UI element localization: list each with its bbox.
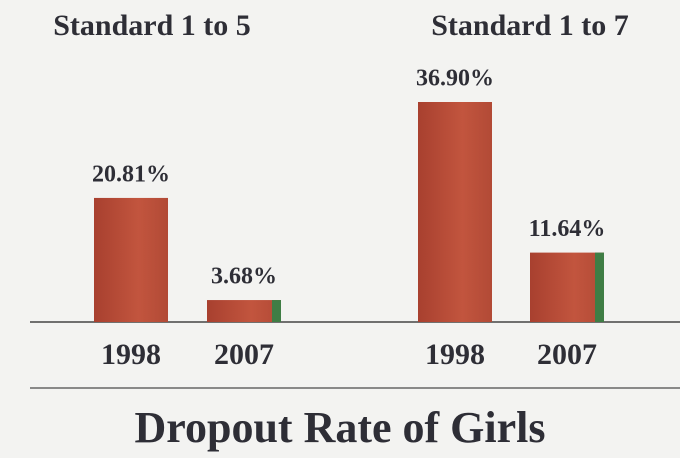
value-label: 36.90% (416, 66, 494, 92)
x-tick-label: 2007 (214, 338, 274, 371)
bar-edge (595, 252, 604, 322)
x-tick-label: 1998 (101, 338, 161, 371)
bar (530, 252, 604, 322)
x-tick-label: 2007 (537, 338, 597, 371)
panel-title: Standard 1 to 7 (431, 9, 629, 42)
value-label: 20.81% (92, 161, 170, 187)
bar (94, 197, 168, 322)
panel-title: Standard 1 to 5 (53, 9, 251, 42)
bar (418, 102, 492, 322)
bar (207, 300, 281, 322)
bar-edge (272, 300, 281, 322)
x-tick-label: 1998 (425, 338, 485, 371)
value-label: 3.68% (211, 264, 277, 290)
value-label: 11.64% (529, 216, 606, 242)
chart-title: Dropout Rate of Girls (134, 403, 545, 452)
